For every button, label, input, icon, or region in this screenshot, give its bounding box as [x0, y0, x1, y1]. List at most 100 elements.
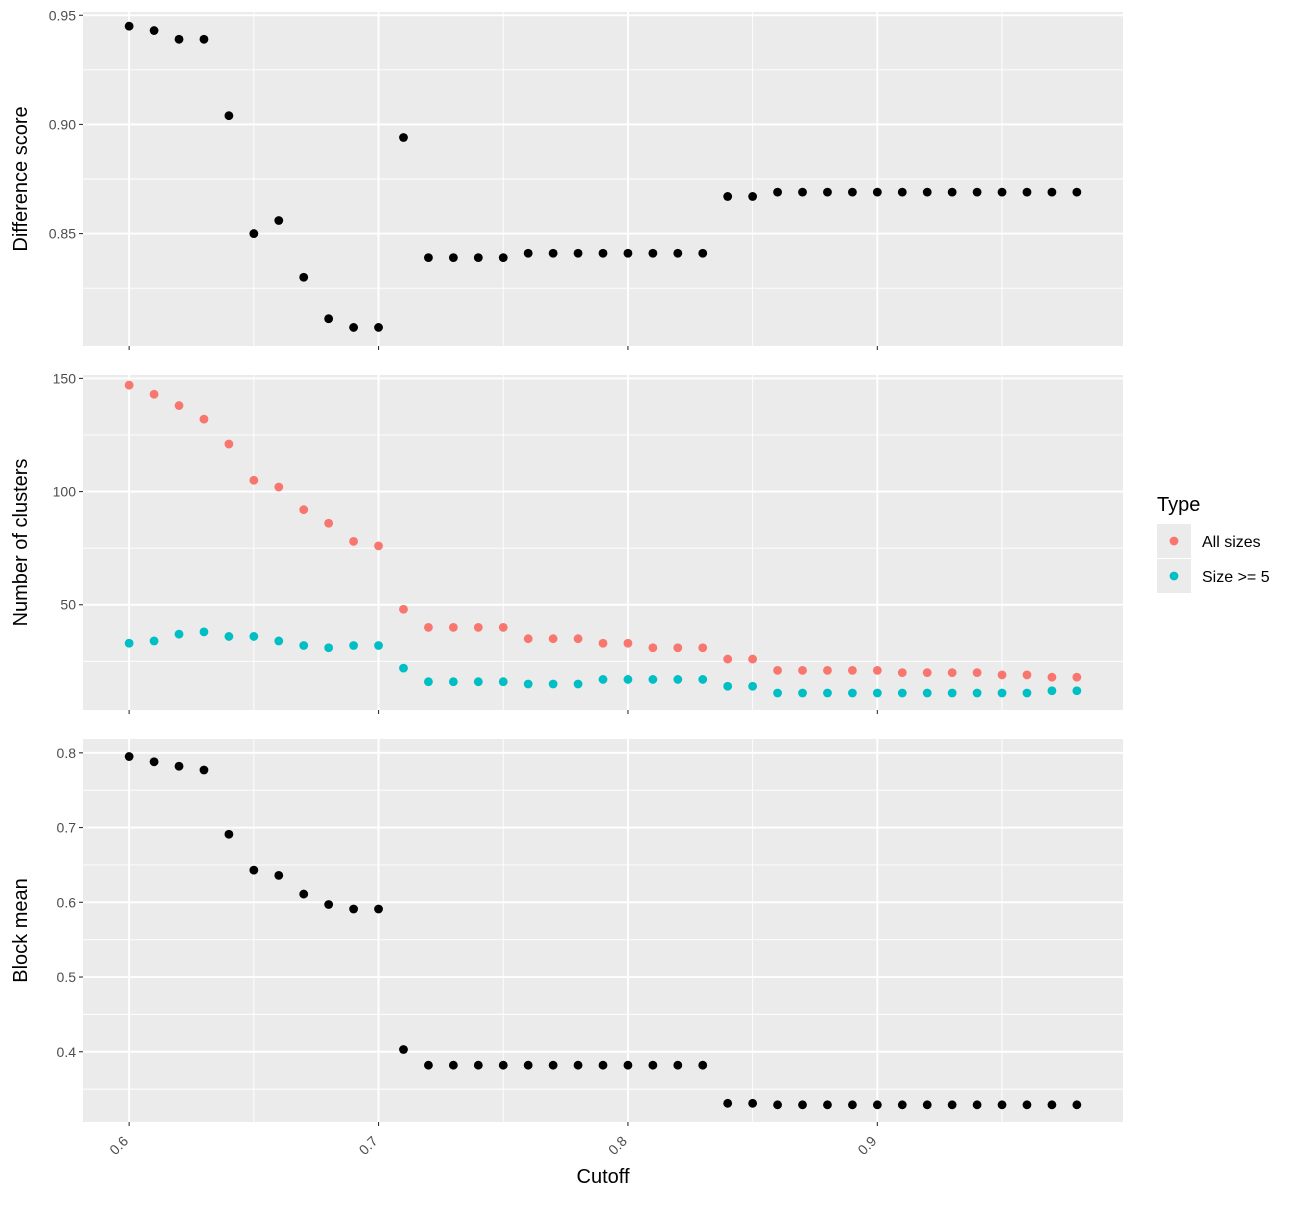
- data-point: [748, 1098, 758, 1108]
- x-tick-label: 0.9: [854, 1133, 879, 1158]
- legend-key-point: [1169, 571, 1179, 581]
- data-point: [1072, 686, 1082, 696]
- data-point: [922, 688, 932, 698]
- data-point: [299, 272, 309, 282]
- data-point: [299, 505, 309, 515]
- data-point: [897, 668, 907, 678]
- data-point: [124, 21, 134, 31]
- data-point: [374, 323, 383, 332]
- y-tick-label: 0.90: [49, 116, 76, 132]
- data-point: [124, 380, 134, 390]
- y-axis-title: Block mean: [10, 878, 32, 983]
- data-point: [698, 675, 708, 684]
- panel-background: [83, 739, 1123, 1122]
- data-point: [149, 389, 159, 399]
- data-point: [623, 1060, 633, 1070]
- data-point: [997, 187, 1007, 197]
- data-point: [1047, 1100, 1057, 1110]
- data-point: [274, 216, 284, 225]
- legend-label: Size >= 5: [1202, 569, 1270, 586]
- data-point: [823, 187, 832, 197]
- data-point: [773, 688, 782, 698]
- data-point: [773, 187, 782, 197]
- data-point: [673, 675, 683, 684]
- data-point: [299, 889, 309, 899]
- data-point: [947, 187, 957, 197]
- data-point: [448, 1060, 458, 1070]
- data-point: [648, 248, 658, 258]
- data-point: [573, 1060, 583, 1070]
- data-point: [324, 518, 334, 528]
- data-point: [424, 253, 433, 262]
- data-point: [498, 677, 508, 687]
- data-point: [224, 632, 234, 641]
- data-point: [473, 622, 483, 632]
- data-point: [823, 688, 832, 698]
- data-point: [498, 622, 508, 632]
- data-point: [897, 688, 907, 698]
- data-point: [897, 1100, 907, 1110]
- data-point: [848, 688, 857, 698]
- data-point: [872, 688, 882, 698]
- data-point: [224, 829, 234, 839]
- data-point: [972, 1100, 982, 1110]
- y-axis-title: Difference score: [10, 106, 32, 251]
- data-point: [947, 1100, 957, 1110]
- data-point: [498, 1060, 508, 1070]
- data-point: [773, 1100, 782, 1110]
- data-point: [723, 192, 733, 201]
- data-point: [872, 1100, 882, 1110]
- y-tick-label: 150: [53, 370, 77, 386]
- data-point: [224, 111, 234, 121]
- data-point: [573, 248, 583, 258]
- data-point: [149, 636, 159, 646]
- data-point: [174, 401, 184, 410]
- data-point: [972, 688, 982, 698]
- data-point: [274, 636, 284, 646]
- data-point: [648, 1060, 658, 1070]
- data-point: [523, 1060, 533, 1070]
- data-point: [848, 665, 857, 675]
- data-point: [997, 1100, 1007, 1110]
- data-point: [1022, 187, 1032, 197]
- data-point: [1047, 672, 1057, 682]
- y-axis-title: Number of clusters: [10, 459, 32, 627]
- x-axis-title: Cutoff: [577, 1166, 630, 1188]
- y-tick-label: 0.5: [57, 969, 77, 985]
- data-point: [573, 679, 583, 689]
- data-point: [324, 900, 334, 909]
- data-point: [872, 187, 882, 197]
- data-point: [374, 541, 383, 551]
- data-point: [823, 665, 832, 675]
- data-point: [723, 654, 733, 664]
- data-point: [972, 668, 982, 678]
- data-point: [498, 253, 508, 262]
- data-point: [249, 865, 259, 875]
- data-point: [523, 634, 533, 644]
- data-point: [598, 675, 608, 684]
- data-point: [174, 629, 184, 639]
- data-point: [648, 675, 658, 684]
- data-point: [673, 643, 683, 653]
- data-point: [1072, 187, 1082, 197]
- data-point: [349, 536, 358, 546]
- data-point: [872, 665, 882, 675]
- data-point: [922, 1100, 932, 1110]
- data-point: [723, 681, 733, 691]
- data-point: [1047, 686, 1057, 696]
- data-point: [648, 643, 658, 653]
- panel-1: 0.85 0.90 0.95 Difference score: [10, 7, 1123, 350]
- data-point: [349, 904, 358, 914]
- data-point: [374, 641, 383, 650]
- data-point: [623, 248, 633, 258]
- data-point: [299, 641, 309, 650]
- data-point: [473, 677, 483, 687]
- data-point: [424, 622, 433, 632]
- data-point: [473, 1060, 483, 1070]
- data-point: [274, 870, 284, 880]
- y-tick-label: 0.8: [57, 745, 77, 761]
- data-point: [947, 688, 957, 698]
- data-point: [249, 475, 259, 485]
- data-point: [673, 1060, 683, 1070]
